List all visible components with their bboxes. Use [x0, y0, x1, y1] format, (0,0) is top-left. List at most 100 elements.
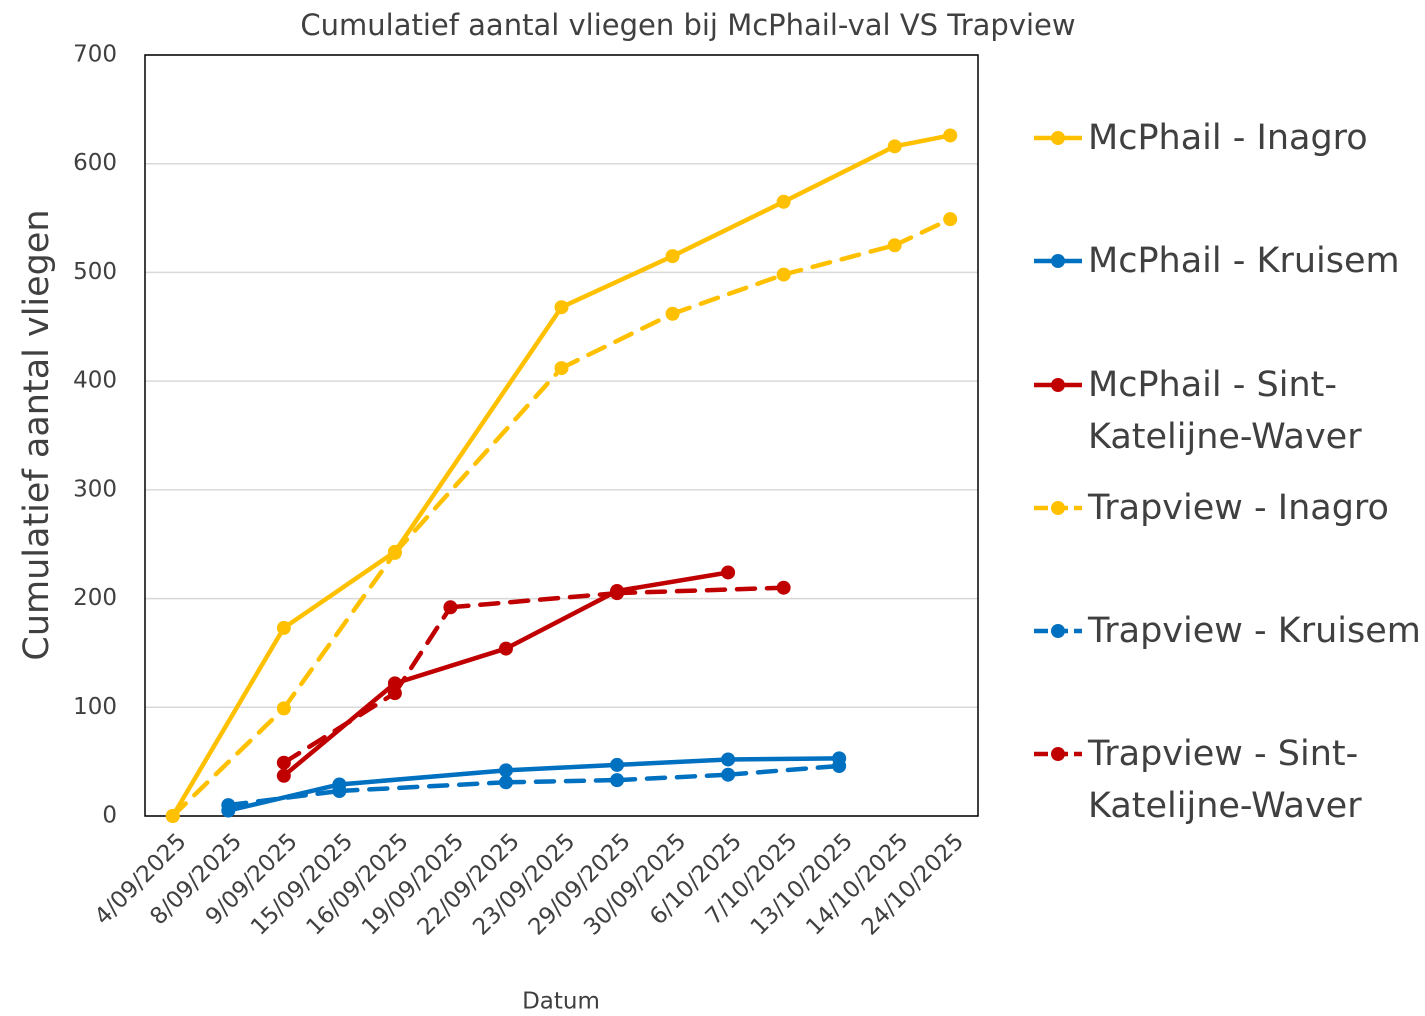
- data-point: [721, 767, 736, 782]
- line-segment: [503, 777, 620, 785]
- data-point: [498, 775, 513, 790]
- data-point: [887, 139, 902, 154]
- data-point: [943, 212, 958, 227]
- line-segment: [503, 762, 620, 773]
- legend-label: McPhail - Sint-Katelijne-Waver: [1088, 365, 1362, 457]
- line-segment: [559, 311, 675, 371]
- data-point: [276, 755, 291, 770]
- legend-marker: [1051, 254, 1065, 268]
- data-point: [165, 809, 180, 823]
- data-point: [387, 545, 402, 560]
- data-point: [943, 128, 958, 143]
- legend-swatch: [1034, 254, 1082, 268]
- data-point: [721, 565, 736, 580]
- legend-swatch: [1034, 131, 1082, 145]
- line-segment: [781, 144, 897, 205]
- plot-border: [144, 54, 979, 817]
- legend-marker: [1051, 131, 1065, 145]
- legend-marker: [1051, 501, 1065, 515]
- data-point: [387, 686, 402, 701]
- line-segment: [892, 216, 953, 248]
- line-segment: [337, 768, 509, 787]
- data-point: [610, 757, 625, 772]
- data-point: [276, 620, 291, 635]
- line-segment: [226, 788, 342, 808]
- data-point: [221, 798, 236, 813]
- x-axis-label: Datum: [522, 989, 600, 1015]
- data-point: [443, 600, 458, 615]
- line-segment: [448, 590, 620, 610]
- legend-label: Trapview - Sint-Katelijne-Waver: [1088, 734, 1362, 826]
- line-segment: [614, 772, 731, 783]
- data-point: [332, 783, 347, 798]
- data-point: [610, 586, 625, 601]
- line-segment: [614, 585, 786, 596]
- y-tick-label: 500: [73, 259, 117, 285]
- data-point: [276, 701, 291, 716]
- legend-marker: [1051, 378, 1065, 392]
- line-segment: [392, 646, 509, 686]
- legend-marker: [1051, 747, 1065, 761]
- data-point: [776, 580, 791, 595]
- legend-entry: Trapview - Inagro: [1030, 482, 1425, 534]
- data-point: [776, 267, 791, 282]
- data-point: [776, 194, 791, 209]
- y-tick-label: 200: [73, 585, 117, 611]
- line-segment: [281, 549, 398, 631]
- legend-entry: Trapview - Kruisem: [1030, 605, 1425, 657]
- line-segment: [559, 253, 675, 310]
- line-segment: [725, 763, 842, 777]
- line-segment: [281, 550, 398, 711]
- line-segment: [781, 243, 897, 277]
- data-point: [554, 300, 569, 315]
- legend-entry: McPhail - Sint-Katelijne-Waver: [1030, 359, 1425, 463]
- line-segment: [392, 304, 564, 555]
- legend-label: Trapview - Kruisem: [1088, 611, 1421, 651]
- line-segment: [614, 570, 731, 594]
- data-point: [665, 306, 680, 321]
- y-axis-label: Cumulatief aantal vliegen: [17, 209, 57, 660]
- legend-entry: McPhail - Kruisem: [1030, 235, 1425, 287]
- data-point: [276, 768, 291, 783]
- legend-marker: [1051, 624, 1065, 638]
- line-segment: [503, 588, 620, 651]
- y-tick-label: 100: [73, 694, 117, 720]
- chart-title: Cumulatief aantal vliegen bij McPhail-va…: [300, 8, 1075, 42]
- data-point: [832, 758, 847, 773]
- legend-entry: McPhail - Inagro: [1030, 112, 1425, 164]
- data-point: [554, 361, 569, 376]
- legend-label: Trapview - Inagro: [1088, 488, 1389, 528]
- legend-swatch: [1034, 501, 1082, 515]
- line-segment: [281, 690, 398, 765]
- legend-entry: Trapview - Sint-Katelijne-Waver: [1030, 728, 1425, 832]
- line-segment: [392, 365, 564, 556]
- y-tick-label: 700: [73, 42, 117, 68]
- data-point: [721, 752, 736, 767]
- line-segment: [614, 757, 731, 768]
- line-segment: [170, 625, 287, 819]
- legend-swatch: [1034, 747, 1082, 761]
- legend-swatch: [1034, 624, 1082, 638]
- legend-label: McPhail - Kruisem: [1088, 241, 1400, 281]
- line-segment: [337, 780, 509, 794]
- y-tick-label: 300: [73, 476, 117, 502]
- line-segment: [892, 133, 953, 149]
- data-point: [610, 773, 625, 788]
- line-segment: [670, 272, 786, 316]
- legend-swatch: [1034, 378, 1082, 392]
- data-point: [665, 249, 680, 264]
- data-point: [498, 763, 513, 778]
- y-tick-label: 0: [102, 803, 117, 829]
- line-segment: [170, 706, 287, 819]
- legend-label: McPhail - Inagro: [1088, 118, 1368, 158]
- data-point: [887, 238, 902, 253]
- y-tick-label: 600: [73, 150, 117, 176]
- line-segment: [226, 782, 342, 813]
- line-segment: [670, 199, 786, 259]
- line-segment: [725, 756, 842, 762]
- data-point: [498, 641, 513, 656]
- y-tick-label: 400: [73, 368, 117, 394]
- line-segment: [392, 605, 453, 696]
